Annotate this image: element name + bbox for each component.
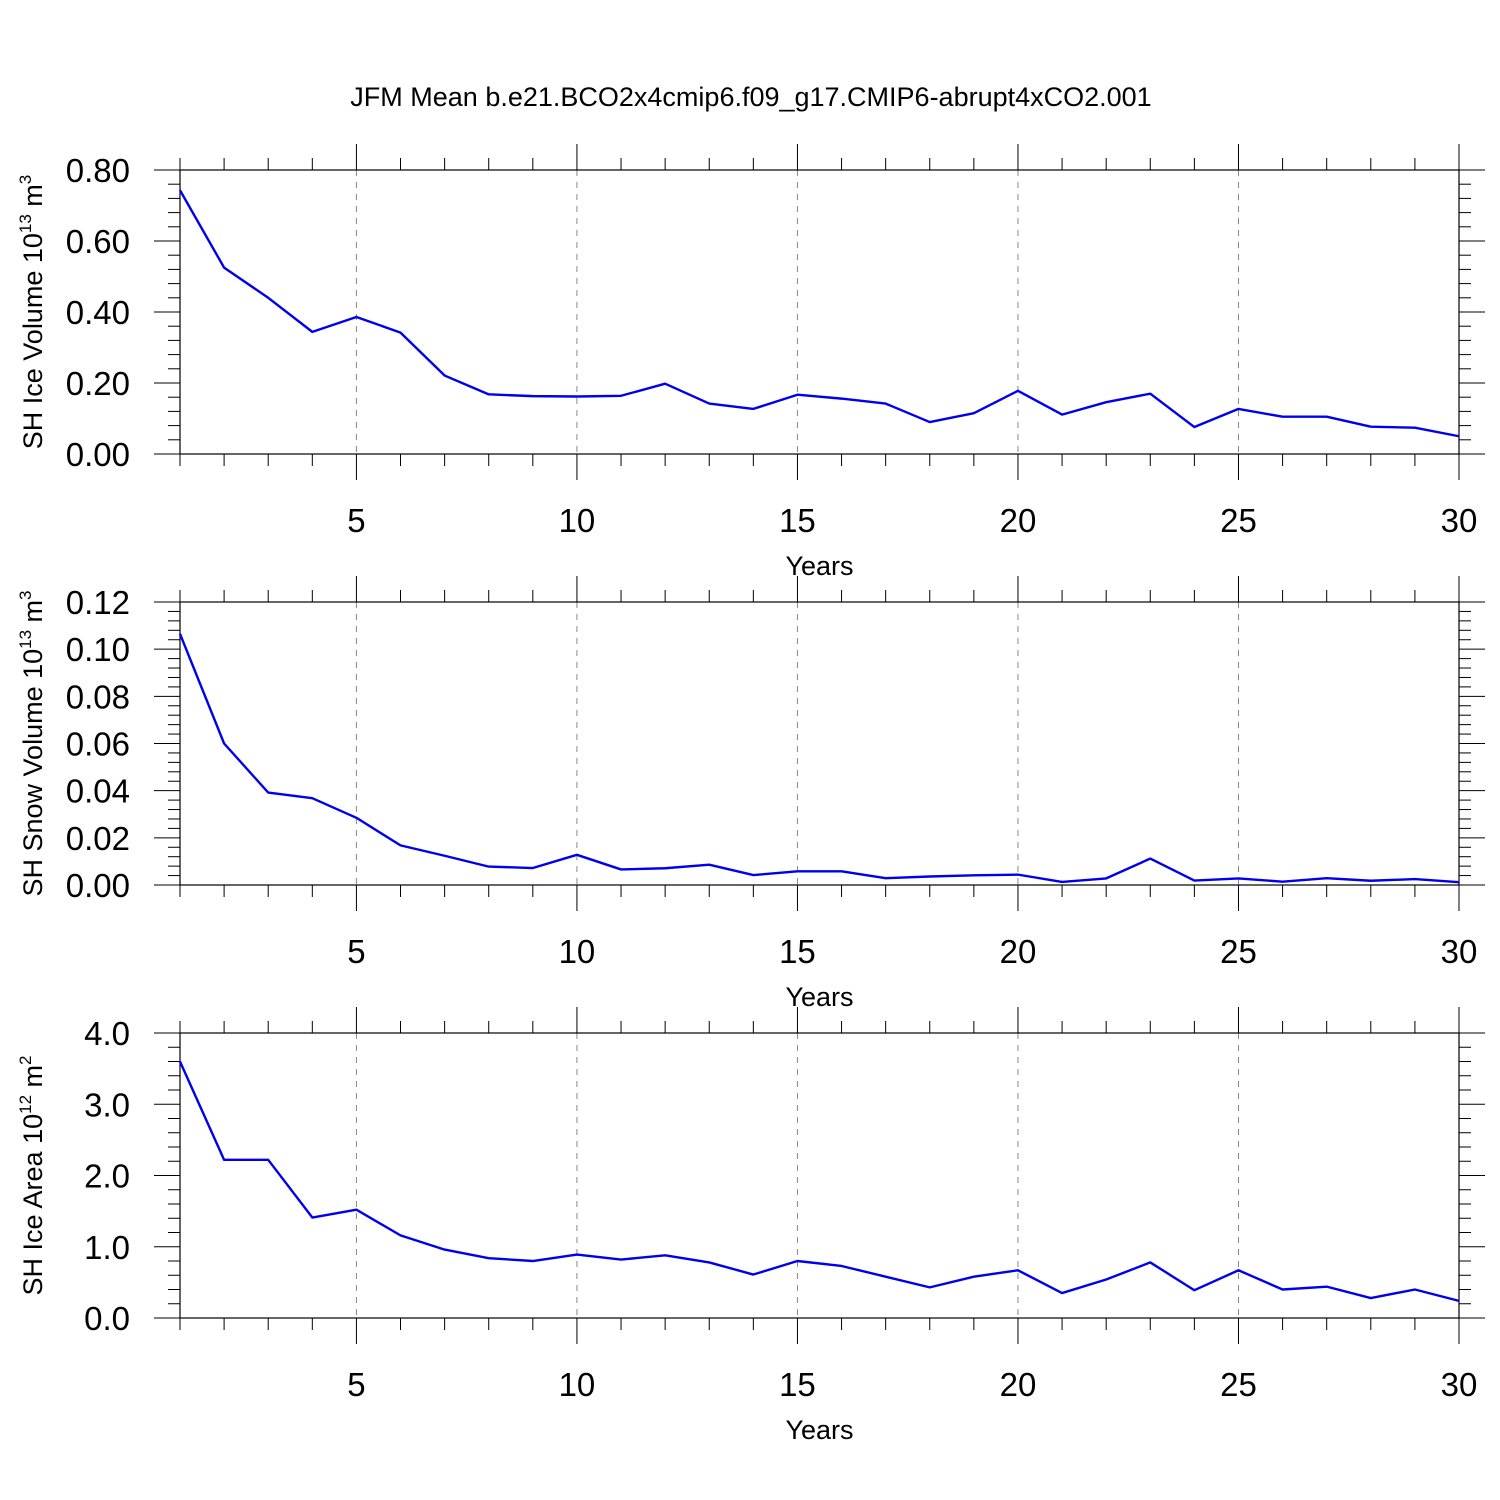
x-tick-label: 30	[1441, 502, 1478, 539]
y-tick-label: 0.08	[66, 678, 130, 715]
x-tick-label: 5	[347, 933, 365, 970]
y-tick-label: 0.10	[66, 631, 130, 668]
y-tick-label: 0.00	[66, 867, 130, 904]
x-tick-label: 10	[559, 933, 596, 970]
y-tick-label: 0.20	[66, 365, 130, 402]
figure-title: JFM Mean b.e21.BCO2x4cmip6.f09_g17.CMIP6…	[350, 82, 1151, 112]
panel-3: 0.0 1.0 2.0 3.0 4.0 5 10 15 20 25 30 Years SH Ice Ar…	[16, 1007, 1485, 1445]
plot-frame	[179, 1032, 1460, 1319]
panels: 0.00 0.20 0.40 0.60 0.80 5 10 15 20 25 30 Years SH I…	[16, 144, 1485, 1445]
y-tick-label: 3.0	[84, 1086, 130, 1123]
x-axis-title: Years	[785, 551, 853, 581]
x-tick-label: 30	[1441, 933, 1478, 970]
x-tick-label: 15	[779, 1366, 816, 1403]
y-tick-label: 0.80	[66, 152, 130, 189]
y-axis-title: SH Ice Volume 1013 m3	[16, 175, 48, 450]
y-tick-label: 0.02	[66, 820, 130, 857]
series-line	[178, 189, 1460, 438]
y-tick-label: 0.00	[66, 436, 130, 473]
y-tick-label: 0.40	[66, 294, 130, 331]
x-tick-label: 20	[1000, 1366, 1037, 1403]
series-line	[178, 1061, 1460, 1303]
plot-frame	[179, 601, 1460, 886]
x-tick-label: 5	[347, 1366, 365, 1403]
x-tick-label: 20	[1000, 933, 1037, 970]
y-axis-title: SH Snow Volume 1013 m3	[16, 590, 48, 896]
x-tick-label: 15	[779, 933, 816, 970]
y-tick-label: 4.0	[84, 1015, 130, 1052]
x-tick-label: 10	[559, 1366, 596, 1403]
plot-frame	[179, 169, 1460, 455]
x-tick-label: 30	[1441, 1366, 1478, 1403]
y-tick-label: 0.60	[66, 223, 130, 260]
x-tick-label: 15	[779, 502, 816, 539]
y-tick-label: 1.0	[84, 1229, 130, 1266]
x-tick-label: 25	[1220, 1366, 1257, 1403]
x-axis-title: Years	[785, 1415, 853, 1445]
panel-2: 0.00 0.02 0.04 0.06 0.08 0.10 0.12 5 10 15 20 25 30 Y…	[16, 576, 1485, 1012]
x-tick-label: 25	[1220, 933, 1257, 970]
x-tick-label: 25	[1220, 502, 1257, 539]
y-tick-label: 0.04	[66, 773, 130, 810]
y-axis-title: SH Ice Area 1012 m2	[16, 1056, 48, 1296]
x-axis-title: Years	[785, 982, 853, 1012]
y-tick-label: 0.06	[66, 726, 130, 763]
x-tick-label: 20	[1000, 502, 1037, 539]
panel-1: 0.00 0.20 0.40 0.60 0.80 5 10 15 20 25 30 Years SH I…	[16, 144, 1485, 581]
y-tick-label: 0.12	[66, 584, 130, 621]
y-tick-label: 2.0	[84, 1158, 130, 1195]
x-tick-label: 5	[347, 502, 365, 539]
series-line	[178, 633, 1460, 884]
y-tick-label: 0.0	[84, 1300, 130, 1337]
x-tick-label: 10	[559, 502, 596, 539]
